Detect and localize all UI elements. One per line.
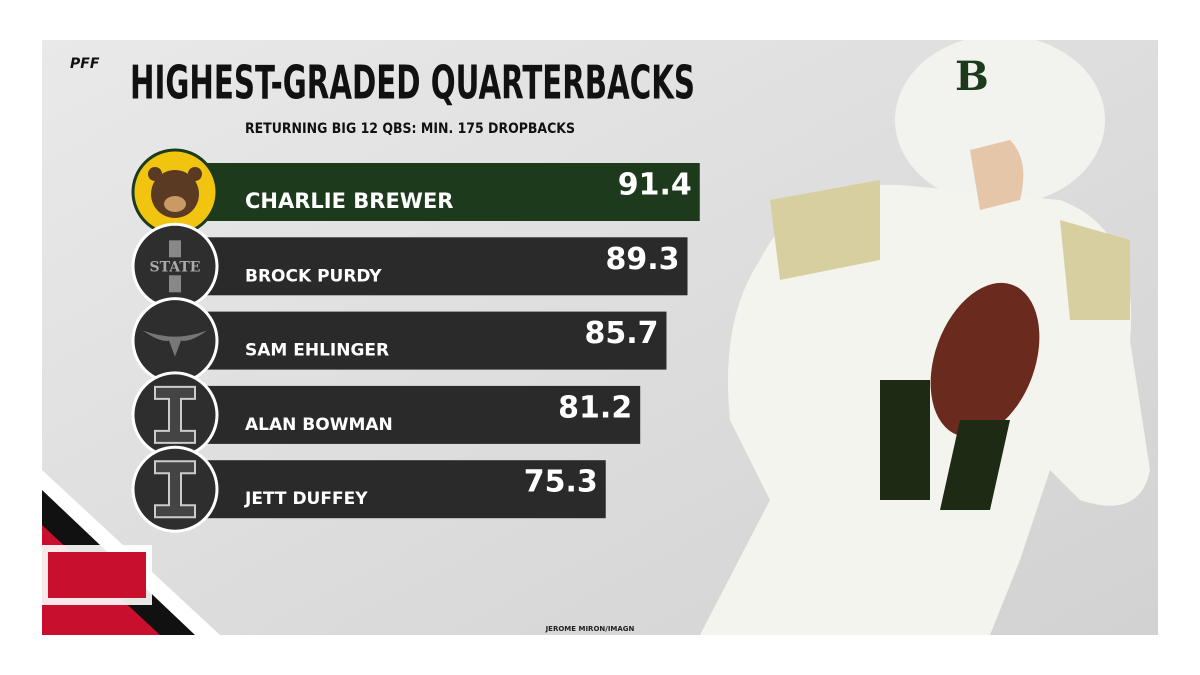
decoration: B xyxy=(42,40,1150,635)
player-name: JETT DUFFEY xyxy=(244,489,368,509)
player-name: ALAN BOWMAN xyxy=(245,415,393,435)
bar-row: SAM EHLINGER 85.7 xyxy=(131,297,667,385)
bear-ear xyxy=(148,167,162,181)
player-name: BROCK PURDY xyxy=(245,266,382,286)
bear-ear xyxy=(188,167,202,181)
value-label: 85.7 xyxy=(584,316,658,351)
isu-band xyxy=(143,257,207,276)
longhorn xyxy=(143,330,207,357)
bar-row: ALAN BOWMAN 81.2 xyxy=(131,371,641,459)
photo-credit: JEROME MIRON/IMAGN xyxy=(545,625,635,633)
bar-row: CHARLIE BREWER 91.4 xyxy=(131,148,700,236)
bar xyxy=(166,311,667,370)
brand-logo: PFF xyxy=(70,56,100,72)
helmet-mark: B xyxy=(955,53,989,100)
bar-row: JETT DUFFEY 75.3 xyxy=(131,445,606,533)
chart-title: HIGHEST-GRADED QUARTERBACKS xyxy=(130,56,695,110)
value-label: 91.4 xyxy=(618,168,692,203)
bear-head xyxy=(151,170,199,218)
double-t xyxy=(154,460,196,519)
double-t xyxy=(154,385,196,444)
chart-subtitle: RETURNING BIG 12 QBS: MIN. 175 DROPBACKS xyxy=(245,121,575,137)
value-label: 89.3 xyxy=(605,242,679,277)
bar-row: STATE BROCK PURDY 89.3 xyxy=(131,222,688,310)
player-name: CHARLIE BREWER xyxy=(245,189,453,213)
bear-snout xyxy=(164,196,186,212)
bar xyxy=(166,385,641,444)
bar xyxy=(166,163,700,221)
bar xyxy=(166,237,688,296)
bars: CHARLIE BREWER 91.4 STATE BROCK PURDY 89.3 SA… xyxy=(131,148,700,533)
player-name: SAM EHLINGER xyxy=(245,341,389,361)
value-label: 75.3 xyxy=(524,465,598,500)
badge-text: STATE xyxy=(150,259,201,275)
value-label: 81.2 xyxy=(558,390,632,425)
bar xyxy=(166,460,606,519)
